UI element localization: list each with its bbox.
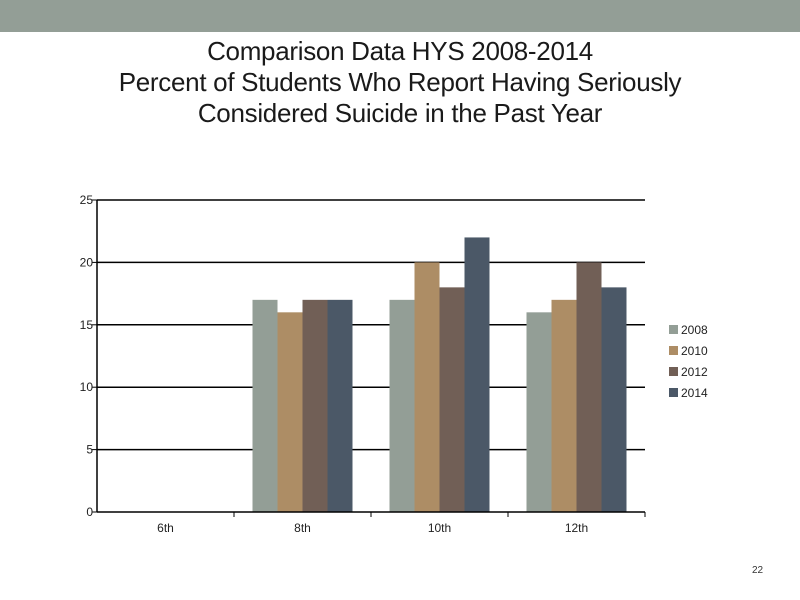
y-tick-label-10: 10 <box>80 380 94 394</box>
chart-title-line-1: Comparison Data HYS 2008-2014 <box>207 36 593 66</box>
bar-2010-12th <box>551 299 577 512</box>
page-number: 22 <box>752 565 764 576</box>
y-tick-label-25: 25 <box>80 193 94 207</box>
bar-2012-10th <box>439 287 465 512</box>
legend-swatch-2014 <box>669 388 678 397</box>
legend: 2008 2010 2012 2014 <box>669 323 708 400</box>
bar-2012-8th <box>302 299 328 512</box>
bar-2014-8th <box>327 299 353 512</box>
y-tick-label-5: 5 <box>86 443 93 457</box>
legend-swatch-2008 <box>669 325 678 334</box>
bar-2010-10th <box>414 262 440 512</box>
bar-2008-10th <box>389 299 415 512</box>
legend-label-2014: 2014 <box>681 386 708 400</box>
y-tick-label-20: 20 <box>80 255 94 269</box>
legend-label-2012: 2012 <box>681 365 708 379</box>
chart-title-line-3: Considered Suicide in the Past Year <box>197 98 603 128</box>
bar-2008-8th <box>252 299 278 512</box>
x-tick-label-10th: 10th <box>428 521 451 535</box>
bar-2010-8th <box>277 312 303 512</box>
axes: 0 5 10 15 20 25 6th 8th 10th 12th <box>80 193 646 535</box>
header-band <box>0 0 800 32</box>
chart-title: Comparison Data HYS 2008-2014 Percent of… <box>0 36 800 129</box>
bar-2008-12th <box>526 312 552 512</box>
x-tick-label-8th: 8th <box>294 521 311 535</box>
x-tick-label-6th: 6th <box>157 521 174 535</box>
bars <box>252 237 627 512</box>
chart-title-line-2: Percent of Students Who Report Having Se… <box>118 67 682 97</box>
bar-2014-10th <box>464 237 490 512</box>
legend-label-2008: 2008 <box>681 323 708 337</box>
y-tick-label-0: 0 <box>86 505 93 519</box>
bar-2014-12th <box>601 287 627 512</box>
legend-label-2010: 2010 <box>681 344 708 358</box>
y-tick-label-15: 15 <box>80 318 94 332</box>
bar-2012-12th <box>576 262 602 512</box>
legend-swatch-2012 <box>669 367 678 376</box>
x-tick-label-12th: 12th <box>565 521 588 535</box>
legend-swatch-2010 <box>669 346 678 355</box>
